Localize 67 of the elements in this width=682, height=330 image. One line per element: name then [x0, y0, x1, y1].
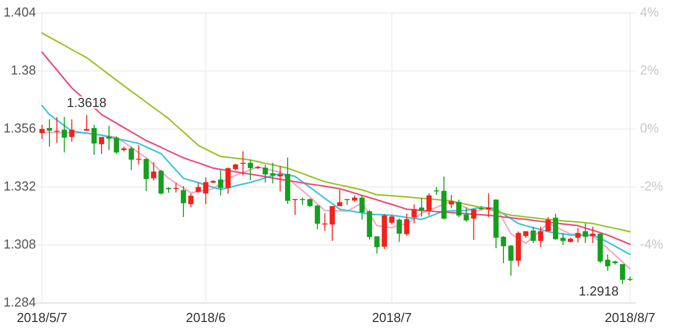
candlestick: [292, 198, 298, 216]
candlestick: [300, 197, 306, 206]
candlestick: [203, 176, 208, 205]
candlestick: [54, 116, 60, 144]
candlestick: [456, 199, 462, 218]
candlestick: [605, 254, 610, 272]
candlestick: [575, 228, 581, 243]
candlestick: [404, 213, 410, 236]
candlestick: [278, 165, 283, 192]
candlestick: [330, 206, 335, 242]
candlestick: [196, 182, 201, 194]
y-tick-label: 1.332: [3, 178, 36, 194]
candlestick: [620, 264, 626, 285]
candlestick: [582, 222, 588, 244]
candlestick: [84, 114, 90, 132]
candlestick: [590, 226, 596, 244]
candlestick: [508, 244, 514, 276]
candlestick: [173, 182, 179, 194]
candlestick: [552, 213, 558, 240]
candlestick: [314, 204, 320, 230]
candlestick: [471, 208, 476, 240]
candlestick: [546, 216, 551, 232]
candlestick: [248, 159, 254, 181]
candlestick: [389, 214, 394, 225]
candlestick: [180, 186, 186, 218]
candlestick: [128, 146, 134, 171]
candlestick: [448, 194, 454, 209]
y-tick-label: 1.404: [3, 4, 36, 20]
candlestick: [69, 118, 74, 142]
candlestick: [396, 218, 402, 242]
y-tick-label: 1.38: [10, 62, 36, 78]
candlestick: [144, 158, 149, 192]
candlestick: [240, 150, 246, 176]
x-tick-label: 2018/8/7: [604, 310, 656, 325]
candlestick: [270, 162, 276, 184]
candlestick: [374, 236, 380, 254]
x-tick-label: 2018/6: [186, 310, 226, 325]
candlestick: [426, 192, 432, 216]
x-tick-label: 2018/5/7: [16, 310, 68, 325]
candlestick: [262, 164, 268, 184]
y-tick-label: 1.356: [3, 120, 36, 136]
candlestick: [158, 169, 164, 195]
candlestick: [530, 226, 536, 244]
candlestick: [136, 144, 142, 166]
candlestick: [91, 124, 97, 156]
candlestick: [62, 116, 67, 153]
candlestick: [218, 170, 224, 196]
y-tick-label: 1.284: [3, 294, 36, 310]
candlestick: [560, 232, 566, 246]
x-tick-label: 2018/7: [372, 310, 412, 325]
candlestick: [418, 198, 424, 217]
candlestick: [151, 162, 156, 181]
candlestick: [39, 124, 45, 140]
candlestick: [225, 167, 231, 194]
candlestick: [500, 236, 506, 264]
candlestick: [98, 136, 104, 154]
candlestick: [188, 193, 194, 208]
candlestick: [322, 212, 328, 232]
candlestick: [46, 118, 52, 148]
y-tick-label: 1.308: [3, 236, 36, 252]
candlestick: [114, 136, 120, 154]
candlestick: [464, 207, 469, 222]
candlestick: [359, 194, 365, 220]
annotation: 1.2918: [578, 284, 619, 299]
candlestick: [412, 204, 417, 224]
candlestick: [337, 189, 342, 207]
candlestick: [538, 226, 544, 248]
